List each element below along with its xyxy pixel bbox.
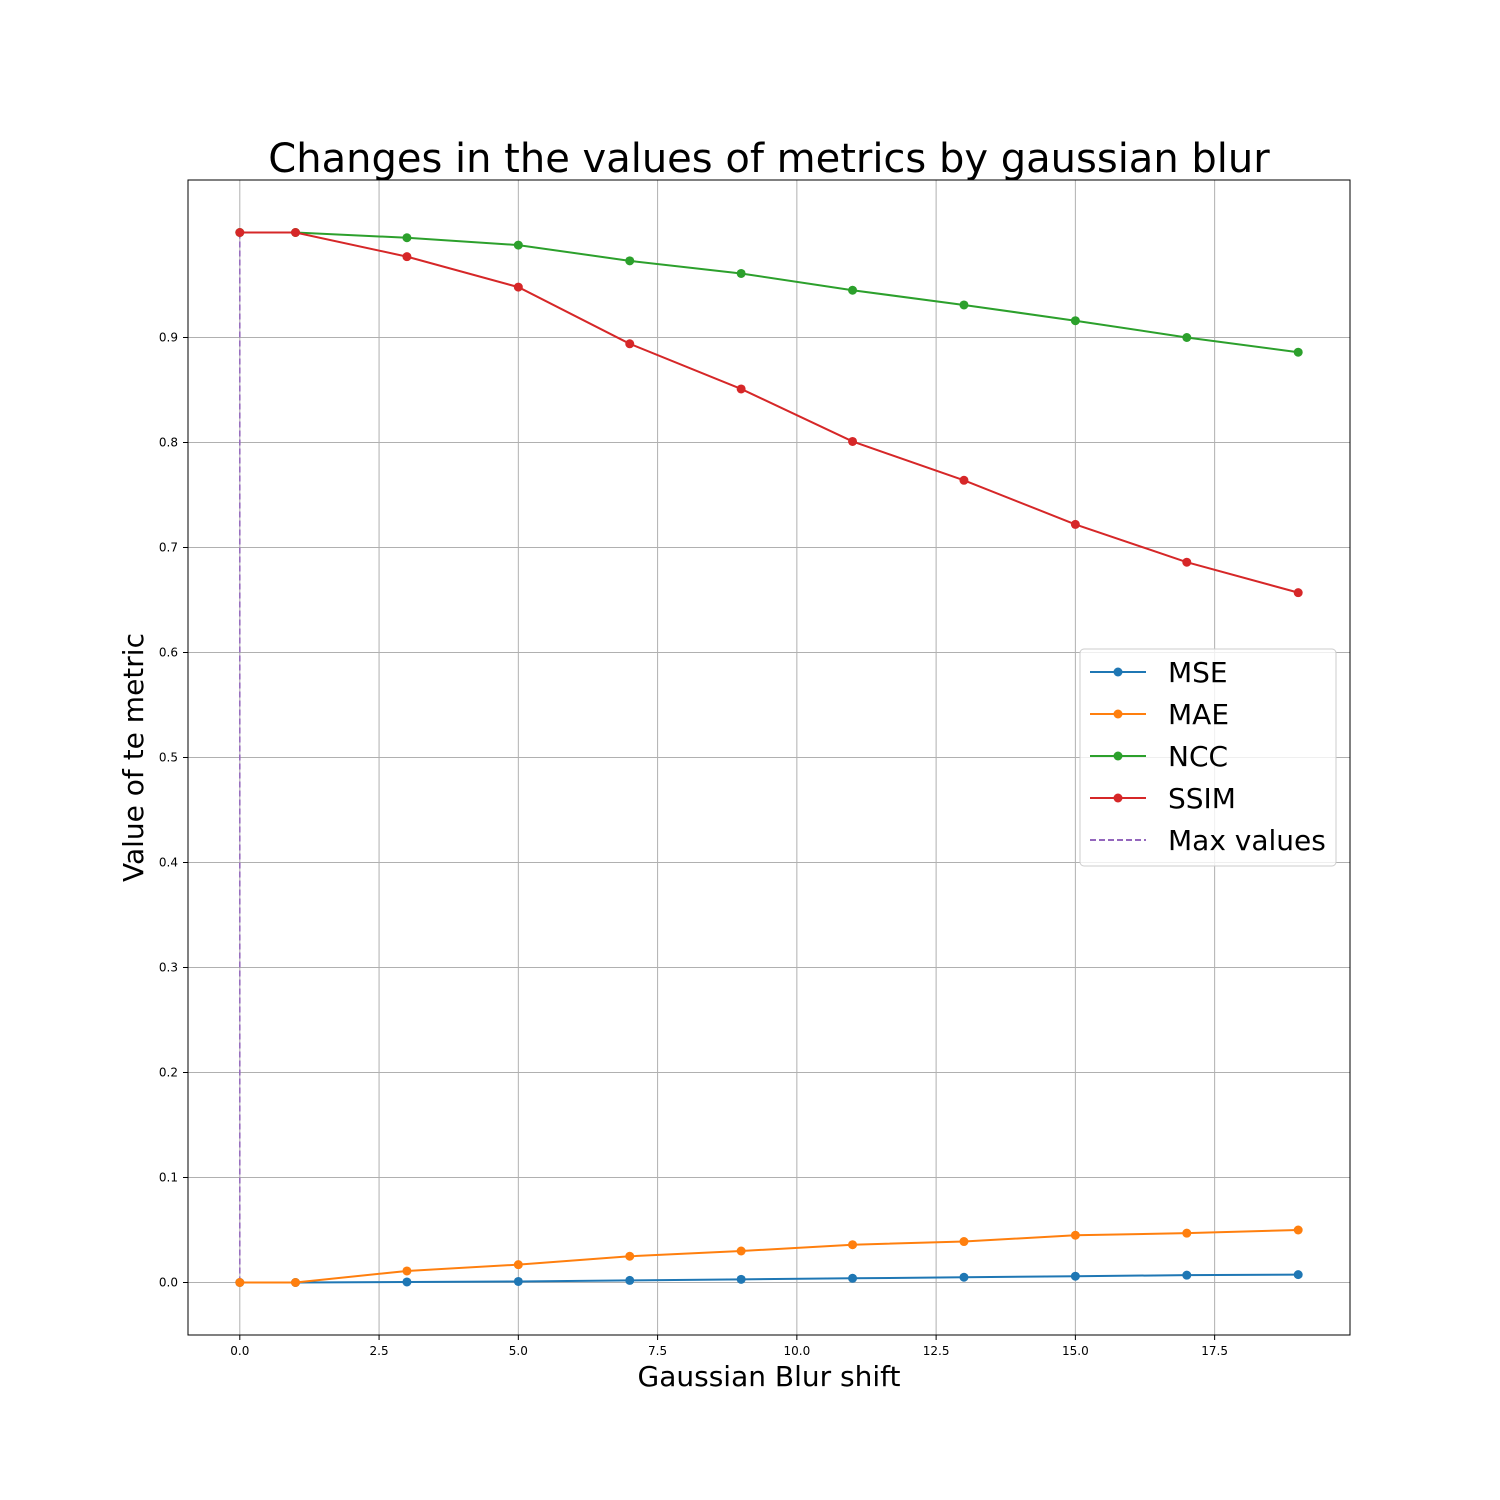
data-point-mse [736,1274,746,1284]
data-point-mae [1293,1225,1303,1235]
ticks: 0.0 2.5 5.0 7.5 10.0 12.5 15.0 17.5 0.0 0.1 0.2 0.3… [159,331,1228,1359]
data-point-ncc [402,233,412,243]
data-point-mae [291,1278,301,1287]
y-tick-label: 0.0 [159,1276,178,1290]
data-point-mae [848,1240,858,1250]
data-point-mse [1293,1270,1303,1280]
data-point-mae [959,1237,969,1247]
data-point-ncc [959,300,969,310]
legend-box [1079,648,1337,867]
data-point-mse [402,1277,412,1287]
legend-item-ncc: NCC [1090,740,1228,773]
data-point-ncc [513,240,523,250]
legend-marker-mse [1113,667,1123,677]
data-point-mae [736,1246,746,1256]
legend-item-mse: MSE [1090,656,1228,689]
data-point-ncc [625,256,635,266]
x-tick-label: 2.5 [370,1344,389,1358]
legend-label-mse: MSE [1168,656,1228,689]
y-axis-label: Value of te metric [117,633,150,882]
data-point-ncc [1182,333,1192,342]
legend-item-mae: MAE [1090,698,1229,731]
data-point-mae [1070,1230,1080,1240]
data-point-ncc [1293,347,1303,357]
y-tick-label: 0.1 [159,1171,178,1185]
y-tick-label: 0.3 [159,961,178,975]
data-point-ssim [235,228,245,237]
series-mae [235,1225,1303,1287]
y-tick-label: 0.6 [159,646,178,660]
legend-label-max-values: Max values [1168,824,1326,857]
data-point-mae [625,1251,635,1261]
y-tick-label: 0.9 [159,331,178,345]
data-point-ssim [1182,557,1192,567]
x-tick-label: 0.0 [230,1344,249,1358]
y-tick-label: 0.5 [159,751,178,765]
data-point-ncc [1070,316,1080,326]
series-layer [235,228,1303,1287]
legend-item-ssim: SSIM [1090,782,1236,815]
y-tick-label: 0.8 [159,436,178,450]
data-point-ssim [513,282,523,292]
data-point-mae [402,1266,412,1276]
data-point-mse [1182,1270,1192,1280]
x-tick-label: 10.0 [783,1344,810,1358]
data-point-ncc [736,268,746,278]
x-tick-label: 17.5 [1201,1344,1228,1358]
data-point-ssim [848,436,858,446]
y-tick-label: 0.4 [159,856,178,870]
data-point-mse [1070,1271,1080,1281]
x-tick-label: 12.5 [923,1344,950,1358]
series-ssim [235,228,1303,598]
data-point-ssim [959,475,969,485]
legend-marker-ncc [1113,751,1123,761]
x-tick-label: 15.0 [1062,1344,1089,1358]
chart-title: Changes in the values of metrics by gaus… [268,136,1270,182]
data-point-mae [235,1278,245,1287]
legend-label-mae: MAE [1168,698,1229,731]
data-point-ssim [736,384,746,394]
data-point-ssim [1070,519,1080,529]
y-tick-label: 0.7 [159,541,178,555]
data-point-mae [513,1260,523,1270]
legend-item-max-values: Max values [1090,824,1326,857]
data-point-mse [959,1272,969,1282]
legend-label-ssim: SSIM [1168,782,1236,815]
legend: MSE MAE NCC SSIM Max values [1079,648,1337,867]
data-point-ssim [291,228,301,237]
legend-label-ncc: NCC [1168,740,1228,773]
data-point-mse [625,1275,635,1285]
data-point-ncc [848,285,858,295]
legend-marker-mae [1113,709,1123,719]
data-point-ssim [402,252,412,262]
data-point-mse [513,1276,523,1286]
data-point-mse [848,1273,858,1283]
x-tick-label: 5.0 [509,1344,528,1358]
x-axis-label: Gaussian Blur shift [638,1360,901,1393]
y-tick-label: 0.2 [159,1066,178,1080]
data-point-mae [1182,1228,1192,1238]
data-point-ssim [1293,588,1303,598]
x-tick-label: 7.5 [648,1344,667,1358]
legend-marker-ssim [1113,793,1123,803]
data-point-ssim [625,339,635,349]
